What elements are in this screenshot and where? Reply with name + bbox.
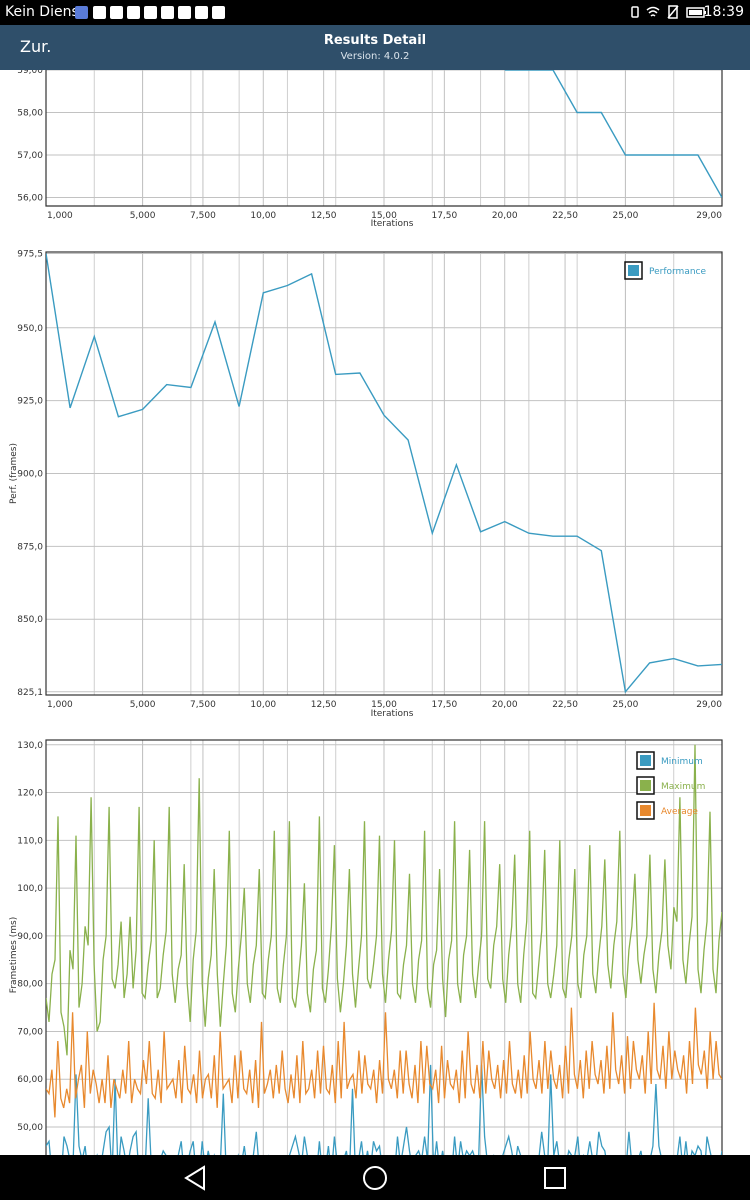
frametimes-chart: 130,0 120,0 110,0 100,0 90,00 80,00 70,00 60,00… — [0, 730, 750, 1155]
y-tick-label: 900,0 — [17, 470, 43, 480]
x-tick-label: 25,00 — [613, 211, 639, 221]
x-tick-label: 7,500 — [190, 211, 216, 221]
app-bar: Zur. Results Detail Version: 4.0.2 — [0, 25, 750, 70]
legend-swatch — [628, 265, 639, 276]
notification-icon — [212, 6, 225, 19]
status-bar: Kein Dienst 18:39 — [0, 0, 750, 25]
x-axis-label: Iterations — [371, 709, 414, 719]
notification-icon — [195, 6, 208, 19]
y-tick-label: 58,00 — [17, 109, 43, 119]
performance-chart-svg: 975,5 950,0 925,0 900,0 875,0 850,0 825,1 1,000… — [9, 249, 723, 719]
plot-frame — [45, 251, 723, 696]
legend-label: Maximum — [661, 782, 705, 792]
y-tick-label: 120,0 — [17, 789, 43, 799]
series-group — [504, 70, 722, 198]
clock: 18:39 — [703, 4, 744, 20]
x-tick-label: 22,50 — [552, 700, 578, 710]
notification-icon — [127, 6, 140, 19]
series-group — [46, 253, 722, 694]
x-tick-label: 29,00 — [696, 700, 722, 710]
y-tick-label: 875,0 — [17, 542, 43, 552]
y-tick-label: 80,00 — [17, 980, 43, 990]
notification-icon — [178, 6, 191, 19]
x-tick-label: 5,000 — [130, 211, 156, 221]
plot-frame — [45, 70, 723, 207]
x-tick-label: 12,50 — [311, 211, 337, 221]
legend-swatch — [640, 780, 651, 791]
y-tick-label: 60,00 — [17, 1075, 43, 1085]
no-sim-icon — [667, 5, 679, 19]
y-axis-label: Perf. (frames) — [9, 443, 19, 504]
x-tick-label: 22,50 — [552, 211, 578, 221]
y-tick-label: 975,5 — [17, 249, 43, 259]
version-label: Version: 4.0.2 — [340, 51, 410, 62]
performance-chart: 975,5 950,0 925,0 900,0 875,0 850,0 825,1 1,000… — [0, 240, 750, 720]
legend-swatch — [640, 805, 651, 816]
y-tick-label: 825,1 — [17, 688, 43, 698]
x-tick-label: 10,00 — [250, 700, 276, 710]
x-tick-label: 17,50 — [431, 211, 457, 221]
x-tick-label: 15,00 — [371, 700, 397, 710]
x-tick-label: 25,00 — [613, 700, 639, 710]
series-line-fps — [504, 70, 722, 198]
fps-chart: 59,00 58,00 57,00 56,00 1,000 5,000 7,500 10,00… — [0, 70, 750, 230]
y-tick-label: 70,00 — [17, 1027, 43, 1037]
back-button[interactable]: Zur. — [20, 37, 52, 56]
x-tick-label: 15,00 — [371, 211, 397, 221]
notification-icon — [161, 6, 174, 19]
notification-icon — [144, 6, 157, 19]
x-tick-label: 12,50 — [311, 700, 337, 710]
y-axis-label: Frametimes (ms) — [9, 917, 19, 993]
back-nav-icon[interactable] — [180, 1163, 210, 1193]
notification-app-icon — [75, 6, 88, 19]
y-tick-label: 850,0 — [17, 615, 43, 625]
x-tick-label: 10,00 — [250, 211, 276, 221]
frametimes-chart-svg: 130,0 120,0 110,0 100,0 90,00 80,00 70,00 60,00… — [9, 739, 723, 1155]
x-tick-label: 20,00 — [492, 211, 518, 221]
y-tick-label: 50,00 — [17, 1123, 43, 1133]
plot-frame — [45, 739, 723, 1155]
y-tick-label: 100,0 — [17, 884, 43, 894]
legend-swatch — [640, 755, 651, 766]
notification-icon — [93, 6, 106, 19]
series-line-average — [46, 1002, 722, 1118]
y-tick-label: 110,0 — [17, 836, 43, 846]
x-tick-label: 20,00 — [492, 700, 518, 710]
notification-icon — [110, 6, 123, 19]
x-tick-label: 5,000 — [130, 700, 156, 710]
legend-label: Average — [661, 807, 698, 817]
vibrate-icon — [631, 6, 639, 18]
navigation-bar — [0, 1155, 750, 1200]
x-tick-label: 7,500 — [190, 700, 216, 710]
recents-nav-icon[interactable] — [540, 1163, 570, 1193]
x-tick-label: 29,00 — [696, 211, 722, 221]
x-tick-label: 1,000 — [47, 700, 73, 710]
series-group — [46, 744, 722, 1155]
page-title: Results Detail — [323, 33, 427, 48]
y-tick-label: 925,0 — [17, 397, 43, 407]
x-tick-label: 1,000 — [47, 211, 73, 221]
x-axis-label: Iterations — [371, 219, 414, 229]
y-tick-label: 56,00 — [17, 194, 43, 204]
battery-icon — [686, 7, 706, 18]
home-nav-icon[interactable] — [360, 1163, 390, 1193]
x-tick-label: 17,50 — [431, 700, 457, 710]
series-line-performance — [46, 253, 722, 694]
y-tick-label: 90,00 — [17, 932, 43, 942]
wifi-icon — [646, 6, 660, 17]
y-tick-label: 59,00 — [17, 70, 43, 76]
carrier-label: Kein Dienst — [5, 4, 85, 20]
y-tick-label: 950,0 — [17, 324, 43, 334]
y-tick-label: 130,0 — [17, 741, 43, 751]
legend-label: Minimum — [661, 757, 703, 767]
legend-label: Performance — [649, 267, 706, 277]
y-tick-label: 57,00 — [17, 151, 43, 161]
fps-chart-svg: 59,00 58,00 57,00 56,00 1,000 5,000 7,500 10,00… — [17, 70, 723, 229]
series-line-maximum — [46, 744, 722, 1056]
